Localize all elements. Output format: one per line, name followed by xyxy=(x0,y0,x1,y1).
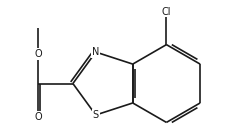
Text: N: N xyxy=(92,47,99,57)
Text: S: S xyxy=(93,110,99,120)
Text: O: O xyxy=(34,112,42,122)
Text: Cl: Cl xyxy=(162,7,171,17)
Text: O: O xyxy=(34,49,42,59)
